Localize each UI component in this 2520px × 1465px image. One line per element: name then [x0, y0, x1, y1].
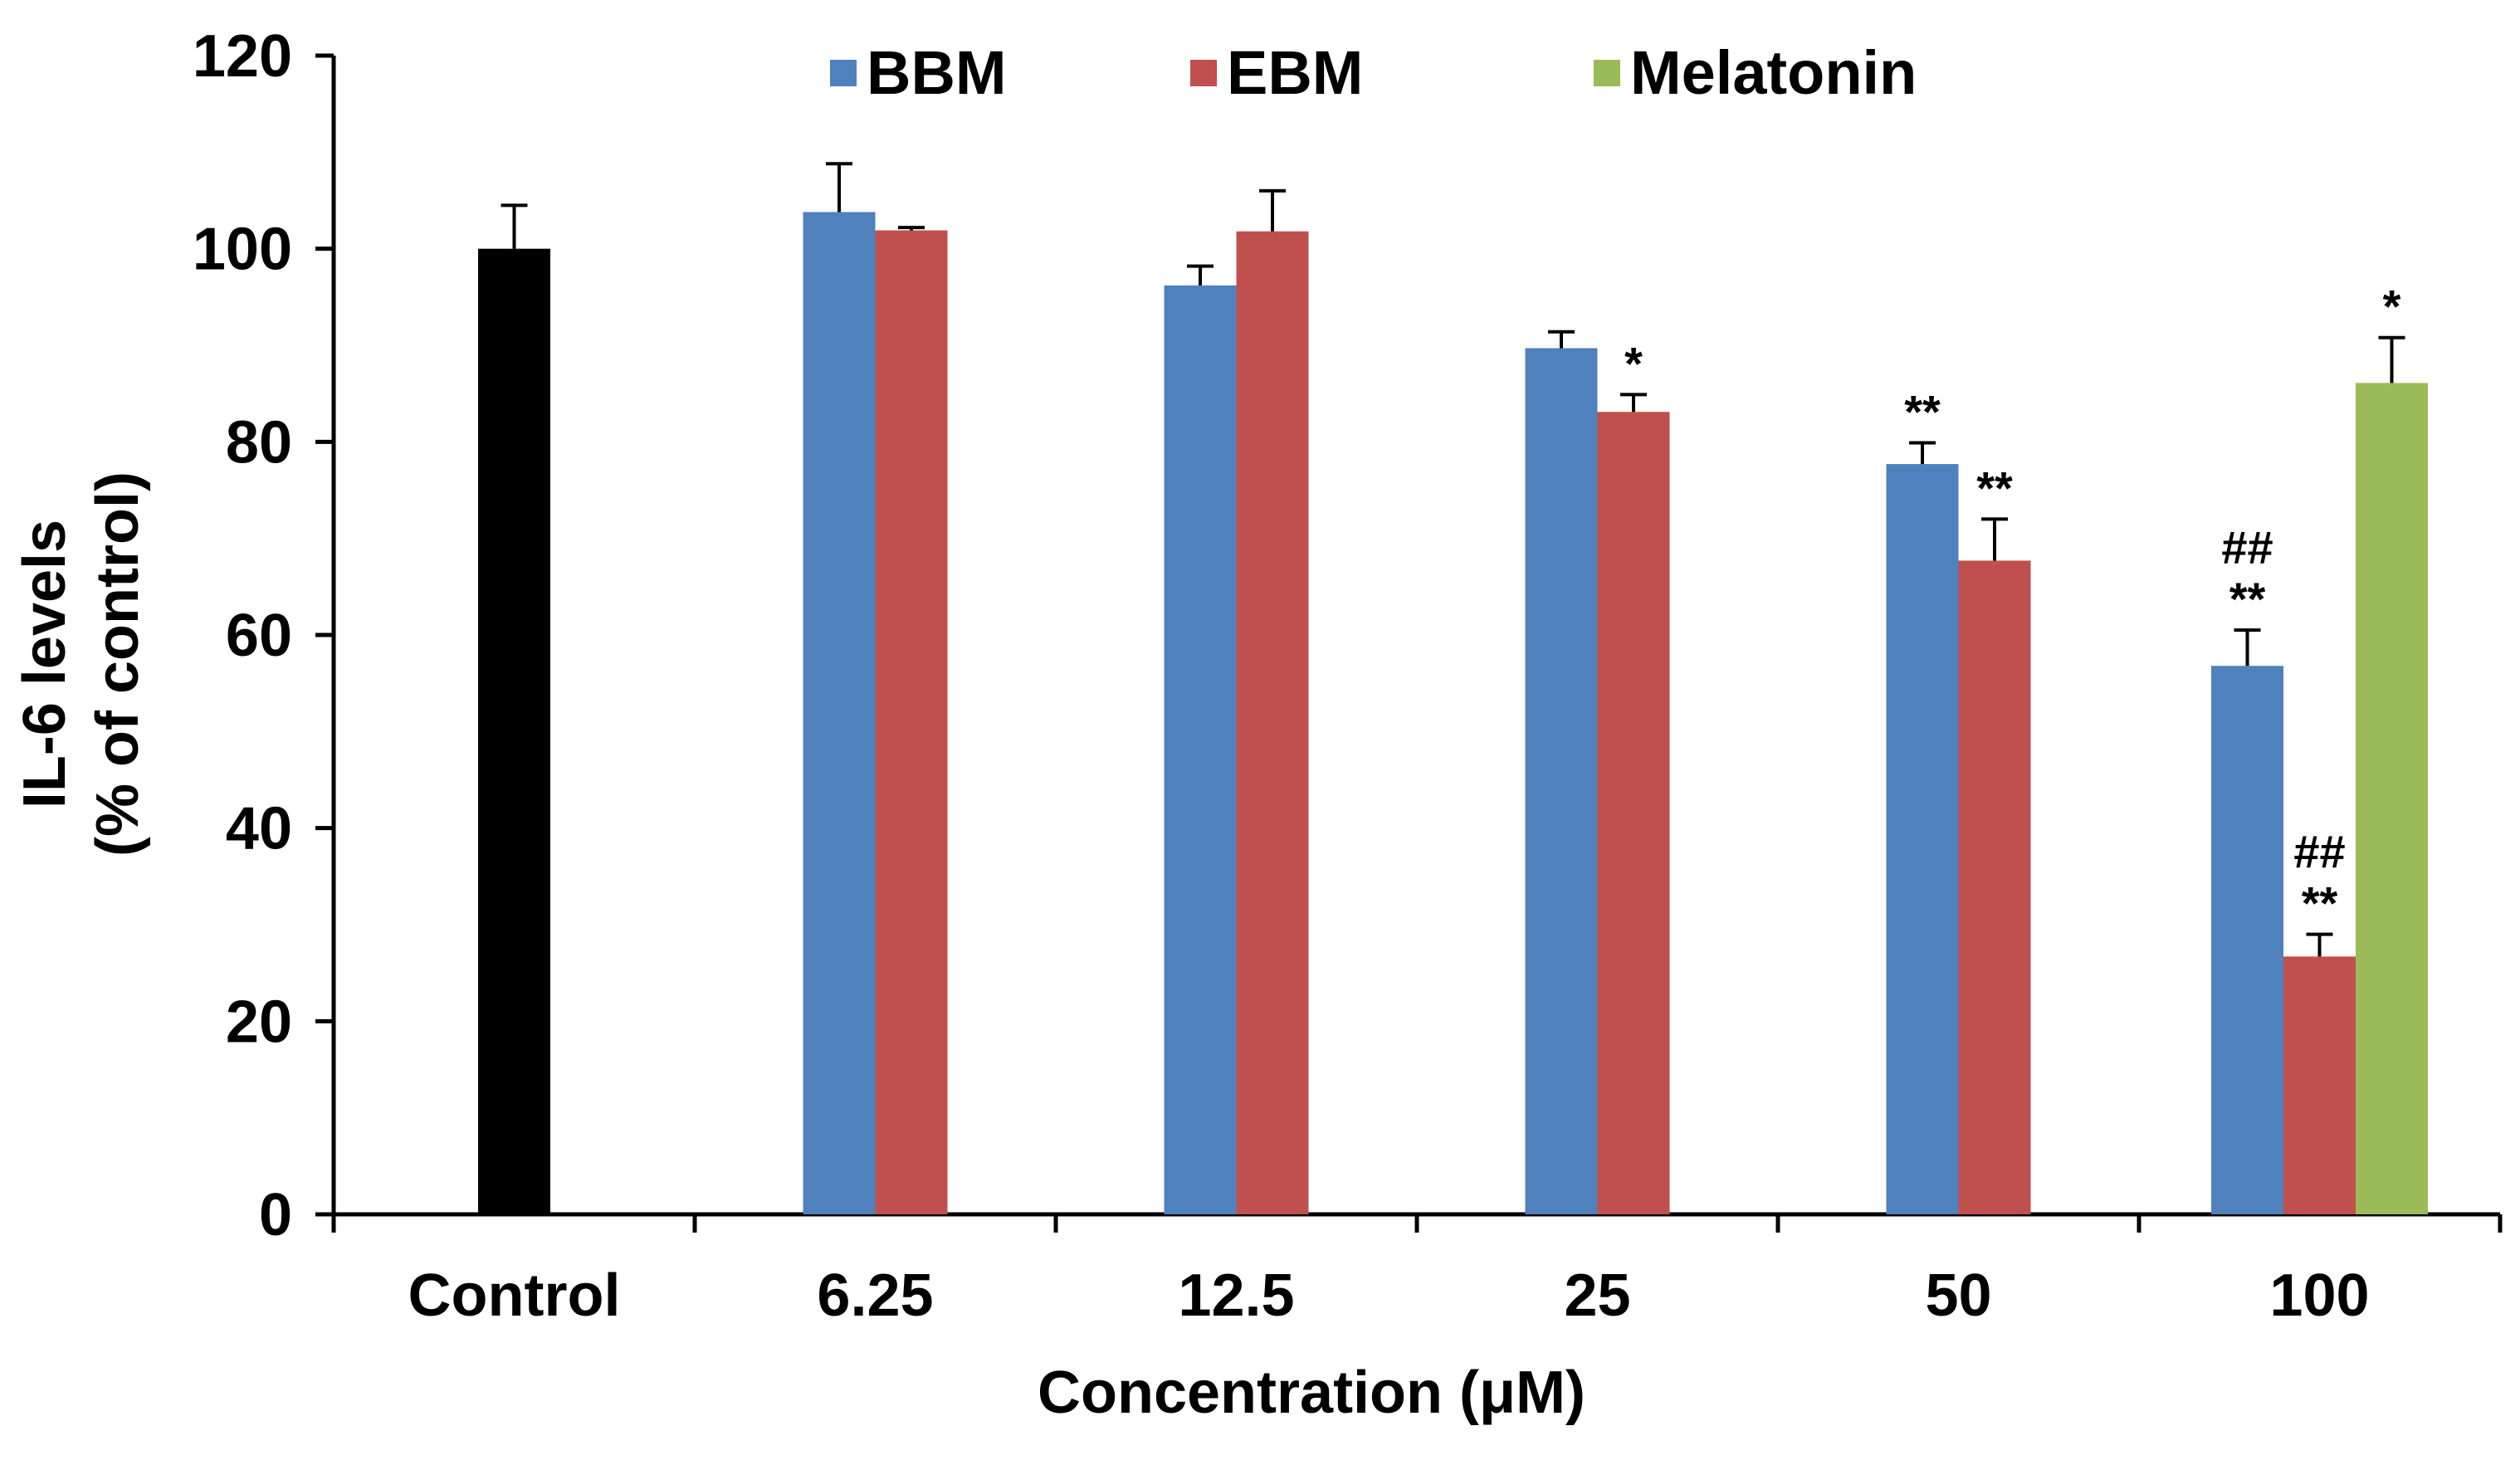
- significance-annotation: *: [1624, 337, 1643, 389]
- y-tick-label: 120: [193, 23, 292, 90]
- bar-bbm-12.5: [1164, 285, 1237, 1215]
- significance-annotation: **: [1976, 461, 2013, 514]
- significance-annotation: **: [2302, 877, 2338, 930]
- y-axis-title-line-2: (% of control): [85, 471, 151, 857]
- legend-label-ebm: EBM: [1227, 38, 1363, 107]
- legend-label-melatonin: Melatonin: [1630, 38, 1917, 107]
- bar-bbm-25: [1525, 348, 1598, 1214]
- significance-annotation: **: [1904, 385, 1941, 437]
- legend-swatch-ebm: [1190, 60, 1217, 86]
- y-axis-title-line-1: IL-6 levels: [12, 520, 78, 808]
- x-tick-label: 12.5: [1178, 1262, 1294, 1329]
- legend: BBM EBM Melatonin: [830, 38, 1917, 107]
- bar-ebm-50: [1958, 560, 2031, 1214]
- significance-annotation: ##: [2293, 826, 2345, 878]
- x-tick-label: Control: [408, 1262, 621, 1329]
- significance-annotation: ##: [2221, 521, 2273, 574]
- bar-melatonin-100: [2356, 383, 2428, 1214]
- bar-control-Control: [478, 248, 550, 1215]
- bar-ebm-100: [2283, 956, 2356, 1214]
- bar-ebm-25: [1597, 412, 1670, 1214]
- legend-swatch-melatonin: [1594, 60, 1620, 86]
- y-tick-label: 20: [226, 989, 292, 1055]
- y-tick-label: 40: [226, 796, 292, 862]
- y-tick-label: 80: [226, 409, 292, 476]
- x-axis-title: Concentration (μM): [1038, 1360, 1585, 1426]
- legend-label-bbm: BBM: [867, 38, 1007, 107]
- x-tick-label: 50: [1925, 1262, 1991, 1329]
- significance-annotation: **: [2229, 573, 2266, 625]
- y-tick-label: 60: [226, 603, 292, 669]
- bar-bbm-6.25: [803, 212, 876, 1215]
- x-tick-label: 6.25: [817, 1262, 933, 1329]
- y-tick-label: 100: [193, 217, 292, 283]
- bar-bbm-100: [2211, 666, 2283, 1214]
- y-tick-label: 0: [259, 1182, 292, 1248]
- bar-ebm-12.5: [1236, 231, 1309, 1214]
- bar-ebm-6.25: [875, 230, 948, 1214]
- x-tick-label: 100: [2269, 1262, 2369, 1329]
- bar-bbm-50: [1886, 464, 1959, 1214]
- x-tick-label: 25: [1564, 1262, 1630, 1329]
- significance-annotation: *: [2383, 281, 2401, 333]
- legend-swatch-bbm: [830, 60, 857, 86]
